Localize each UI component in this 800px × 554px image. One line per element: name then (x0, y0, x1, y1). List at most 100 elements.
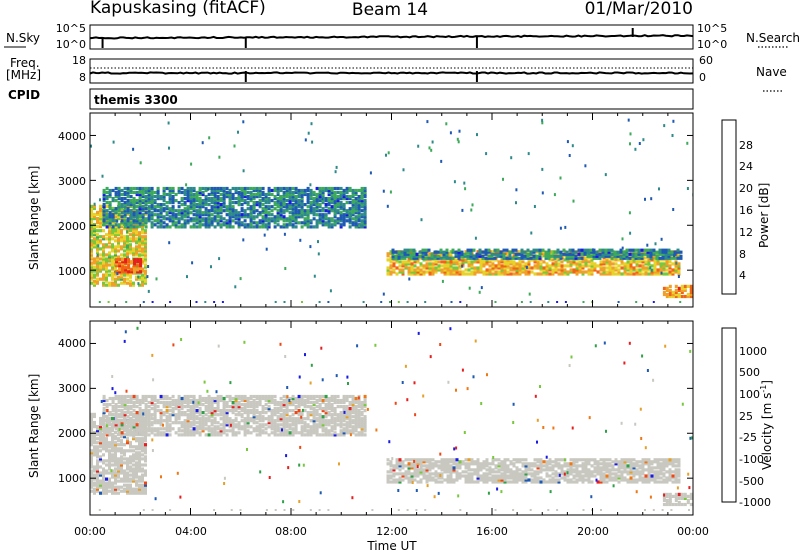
echo-cell (126, 419, 130, 423)
echo-cell (228, 195, 232, 199)
echo-cell (297, 394, 301, 399)
echo-cell (401, 272, 405, 276)
echo-cell (360, 219, 364, 223)
echo-cell (330, 425, 334, 429)
echo-cell (354, 211, 358, 215)
echo-cell (132, 429, 136, 433)
echo-cell (668, 270, 672, 274)
echo-cell (482, 272, 486, 276)
echo-cell (120, 205, 124, 209)
echo-cell (135, 405, 139, 409)
echo-cell (252, 215, 256, 219)
echo-cell (132, 213, 136, 217)
echo-cell (406, 248, 410, 252)
echo-cell (111, 273, 114, 277)
echo-cell (135, 229, 138, 233)
echo-cell (213, 400, 217, 405)
echo-cell (102, 243, 105, 247)
echo-cell (97, 244, 100, 248)
echo-cell (482, 270, 486, 274)
echo-cell (168, 207, 172, 211)
echo-cell (144, 431, 148, 435)
echo-cell (560, 272, 564, 276)
echo-cell (117, 210, 120, 215)
echo-cell (114, 277, 117, 281)
echo-cell (407, 266, 411, 270)
echo-cell (479, 262, 483, 266)
echo-cell (147, 405, 151, 409)
echo-cell (458, 266, 462, 270)
echo-cell (297, 205, 301, 209)
echo-cell (153, 209, 157, 213)
echo-cell (144, 237, 147, 241)
echo-cell (255, 396, 259, 401)
echo-cell (294, 190, 298, 195)
echo-cell (162, 188, 166, 193)
echo-cell (141, 443, 144, 447)
echo-cell (315, 205, 319, 209)
echo-cell (156, 217, 160, 221)
echo-cell (330, 403, 334, 407)
echo-cell (330, 217, 334, 221)
echo-cell (611, 262, 615, 266)
echo-cell (285, 405, 289, 409)
echo-cell (150, 217, 154, 221)
echo-cell (99, 214, 102, 219)
echo-cell (102, 429, 105, 433)
echo-cell (237, 203, 241, 207)
echo-cell (210, 398, 214, 403)
echo-cell (204, 407, 208, 411)
echo-cell (321, 400, 325, 405)
echo-cell (309, 419, 313, 423)
echo-cell (129, 225, 133, 229)
echo-cell (153, 407, 157, 411)
echo-cell (240, 396, 244, 401)
echo-cell (153, 429, 157, 433)
echo-cell (108, 431, 112, 435)
echo-cell (285, 413, 289, 417)
echo-cell (105, 409, 109, 413)
echo-cell (111, 398, 115, 403)
echo-cell (168, 415, 172, 419)
echo-cell (207, 417, 211, 421)
echo-cell (611, 266, 615, 270)
echo-cell (279, 211, 283, 215)
echo-cell (165, 394, 169, 399)
echo-cell (120, 208, 123, 213)
echo-cell (132, 235, 135, 239)
echo-cell (123, 217, 126, 221)
echo-cell (273, 423, 277, 427)
echo-cell (99, 443, 102, 447)
echo-cell (129, 469, 132, 473)
echo-cell (96, 479, 99, 483)
echo-cell (306, 415, 310, 419)
echo-cell (183, 213, 187, 217)
echo-cell (433, 254, 437, 258)
echo-cell (90, 247, 93, 251)
echo-cell (500, 270, 504, 274)
echo-cell (123, 479, 126, 483)
echo-cell (111, 427, 114, 431)
echo-cell (357, 219, 361, 223)
echo-cell (171, 394, 175, 399)
echo-cell (679, 250, 683, 254)
echo-cell (300, 429, 304, 433)
echo-cell (267, 415, 271, 419)
echo-cell (294, 421, 298, 425)
echo-cell (216, 207, 220, 211)
echo-cell (297, 201, 301, 205)
echo-cell (177, 421, 181, 425)
echo-cell (141, 223, 145, 227)
echo-cell (256, 213, 259, 216)
echo-cell (282, 211, 286, 215)
echo-cell (147, 421, 151, 425)
echo-cell (635, 270, 639, 274)
echo-cell (207, 429, 211, 433)
echo-cell (144, 425, 147, 429)
echo-cell (237, 427, 241, 431)
echo-cell (240, 403, 244, 407)
echo-cell (309, 394, 313, 399)
echo-cell (357, 188, 361, 193)
echo-cell (171, 205, 175, 209)
echo-cell (141, 400, 145, 405)
